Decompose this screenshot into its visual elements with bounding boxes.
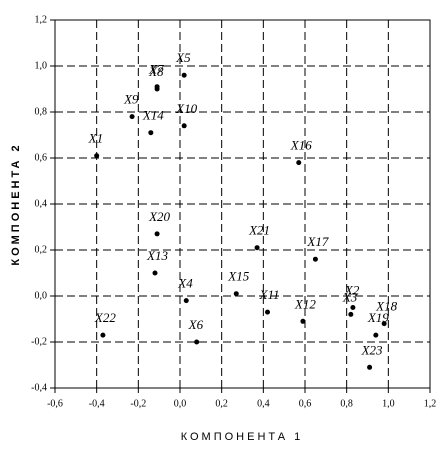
point-label: X10: [175, 101, 197, 116]
x-tick-label: 0,2: [215, 398, 228, 409]
point: [154, 86, 160, 92]
point-label: X2: [344, 282, 360, 297]
x-tick-label: 0,4: [257, 398, 270, 409]
point: [265, 309, 270, 315]
point-label: X4: [177, 276, 193, 291]
point-label: X9: [123, 92, 139, 107]
point: [100, 332, 106, 338]
point-label: X17: [306, 234, 328, 249]
y-tick-label: 0,6: [35, 152, 48, 163]
point: [233, 291, 239, 297]
x-tick-label: 0,6: [299, 398, 312, 409]
y-tick-label: 0,8: [35, 106, 48, 117]
x-tick-label: -0,2: [130, 398, 146, 409]
x-tick-label: -0,4: [89, 398, 105, 409]
point: [300, 318, 306, 324]
x-tick-label: -0,6: [47, 398, 63, 409]
y-axis-title: КОМПОНЕНТА 2: [10, 142, 22, 265]
point-label: X1: [88, 131, 103, 146]
point: [94, 153, 100, 159]
point: [152, 270, 158, 276]
point: [181, 123, 187, 129]
point: [254, 245, 260, 251]
y-tick-label: -0,2: [31, 336, 47, 347]
point-label: X13: [146, 248, 168, 263]
point: [350, 305, 356, 310]
point: [312, 256, 318, 262]
x-tick-label: 1,2: [424, 398, 437, 409]
point: [367, 364, 373, 370]
point-label: X15: [227, 269, 249, 284]
plot-frame: [54, 19, 431, 389]
y-tick-label: 0,4: [35, 198, 48, 209]
point-label: X7: [148, 62, 164, 77]
point-label: X16: [290, 138, 312, 153]
point: [129, 114, 135, 120]
point-label: X11: [259, 287, 280, 302]
point-label: X18: [375, 299, 397, 314]
point-label: X20: [148, 209, 170, 224]
y-tick-label: 0,0: [35, 290, 48, 301]
point: [154, 231, 160, 237]
y-tick-label: 0,2: [35, 244, 48, 255]
point-label: X5: [175, 50, 191, 65]
x-tick-label: 1,0: [382, 398, 395, 409]
point-label: X21: [248, 223, 270, 238]
x-tick-label: 0,8: [340, 398, 353, 409]
point-label: X14: [142, 108, 164, 123]
point-label: X12: [294, 296, 316, 311]
point-label: X8: [148, 64, 164, 79]
point: [381, 321, 387, 327]
x-tick-label: 0,0: [174, 398, 187, 409]
point-label: X23: [361, 342, 383, 357]
y-tick-label: -0,4: [31, 382, 47, 393]
point: [348, 311, 354, 317]
point: [181, 72, 187, 78]
point-label: X3: [342, 289, 358, 304]
point-label: X6: [188, 317, 204, 332]
point: [373, 332, 379, 338]
point: [148, 130, 154, 136]
point-label: X19: [367, 310, 389, 325]
x-axis-title: КОМПОНЕНТА 1: [181, 431, 304, 443]
point: [296, 160, 302, 166]
point-label: X22: [94, 310, 116, 325]
point: [183, 298, 189, 304]
y-tick-label: 1,2: [35, 14, 48, 25]
point: [194, 339, 200, 345]
y-tick-label: 1,0: [35, 60, 48, 71]
